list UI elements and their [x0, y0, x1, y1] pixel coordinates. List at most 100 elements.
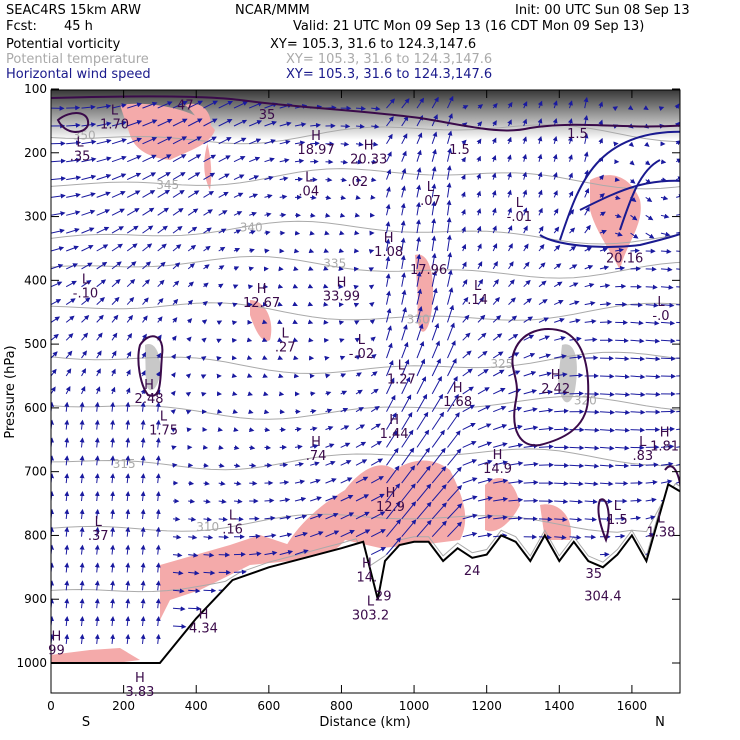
- wind-vector: [477, 332, 487, 341]
- wind-vector: [569, 534, 582, 540]
- wind-vector: [186, 336, 192, 342]
- wind-vector: [142, 261, 152, 270]
- wind-vector: [264, 230, 271, 236]
- wind-vector: [386, 325, 392, 341]
- wind-vector: [188, 534, 198, 540]
- wind-vector: [415, 201, 421, 216]
- wind-vector: [552, 100, 558, 109]
- wind-vector: [203, 498, 211, 504]
- wind-vector: [294, 496, 307, 502]
- wind-vector: [645, 338, 661, 344]
- terrain-mask: [51, 484, 680, 693]
- wind-vector: [370, 388, 379, 395]
- wind-vector: [416, 358, 426, 377]
- wind-vector: [325, 478, 337, 484]
- wind-vector: [261, 319, 268, 325]
- extremum-letter: L: [474, 279, 482, 294]
- wind-vector: [615, 533, 626, 539]
- wind-vector: [507, 225, 513, 234]
- wind-vector: [630, 178, 636, 184]
- wind-vector: [201, 319, 208, 325]
- wind-vector: [233, 211, 243, 216]
- wind-vector: [233, 101, 249, 109]
- wind-vector: [431, 131, 438, 144]
- extremum-letter: H: [52, 630, 62, 645]
- wind-vector: [460, 174, 466, 180]
- wind-vector: [157, 207, 170, 216]
- theta-contour-315: [51, 448, 680, 471]
- wind-vector: [447, 287, 454, 305]
- wind-vector: [431, 235, 437, 252]
- wind-vector: [233, 498, 243, 504]
- wind-vector: [125, 387, 131, 395]
- wind-vector: [523, 389, 538, 395]
- wind-vector: [188, 606, 202, 612]
- wind-vector: [188, 552, 199, 558]
- wind-vector: [111, 226, 124, 234]
- wind-vector: [65, 368, 72, 377]
- field-name-pv: Potential vorticity: [6, 37, 121, 52]
- wind-vector: [279, 497, 291, 503]
- wind-vector: [584, 481, 599, 487]
- wind-vector: [401, 465, 416, 484]
- wind-vector: [264, 120, 277, 127]
- wind-vector: [476, 121, 483, 127]
- wind-vector: [292, 337, 299, 343]
- theta-contour-label-320: 320: [574, 393, 597, 407]
- wind-vector: [645, 462, 659, 468]
- wind-vector: [325, 391, 332, 396]
- wind-vector: [203, 100, 218, 109]
- extremum-value: 99: [48, 644, 65, 659]
- wind-vector: [477, 459, 493, 466]
- wind-vector: [584, 247, 593, 252]
- wind-vector: [81, 350, 87, 359]
- wind-vector: [172, 624, 187, 630]
- extremum-letter: L: [398, 359, 406, 374]
- wind-vector: [110, 633, 116, 644]
- wind-vector: [492, 278, 499, 287]
- wind-vector: [370, 476, 384, 484]
- wind-vector: [523, 425, 539, 431]
- wind-vector: [64, 526, 70, 537]
- wind-vector: [110, 526, 116, 537]
- wind-vector: [508, 261, 514, 270]
- wind-vector: [141, 351, 146, 359]
- wind-vector: [676, 304, 680, 306]
- wind-vector: [172, 298, 179, 305]
- wind-vector: [94, 437, 100, 448]
- wind-vector: [203, 136, 217, 145]
- wind-vector: [249, 533, 261, 539]
- wind-vector: [111, 368, 116, 377]
- wind-vector: [64, 562, 70, 573]
- wind-vector: [537, 189, 543, 198]
- wind-vector: [644, 141, 650, 147]
- wind-vector: [615, 283, 627, 289]
- wind-vector: [506, 154, 512, 162]
- wind-vector: [294, 462, 304, 467]
- wind-vector: [322, 283, 329, 289]
- wind-vector: [172, 172, 186, 181]
- wind-vector: [187, 208, 199, 216]
- wind-vector: [292, 319, 298, 324]
- wind-vector: [599, 193, 605, 199]
- wind-vector: [218, 119, 233, 127]
- wind-vector: [249, 248, 255, 254]
- wind-vector: [660, 426, 675, 432]
- wind-vector: [340, 512, 355, 520]
- wind-vector: [233, 174, 245, 181]
- wind-vector: [355, 105, 366, 111]
- wind-vector: [142, 207, 155, 216]
- wind-vector: [537, 118, 543, 127]
- wind-vector: [660, 195, 669, 201]
- wind-vector: [65, 298, 76, 306]
- wind-vector: [477, 278, 484, 287]
- extremum-value: .27: [275, 341, 296, 356]
- wind-vector: [447, 430, 461, 448]
- wind-vector: [538, 335, 551, 341]
- pv-shade-region-7: [51, 648, 140, 665]
- wind-vector: [155, 491, 161, 502]
- wind-vector: [325, 177, 333, 183]
- wind-vector: [200, 356, 207, 361]
- wind-vector: [371, 141, 379, 147]
- wind-vector: [615, 195, 621, 201]
